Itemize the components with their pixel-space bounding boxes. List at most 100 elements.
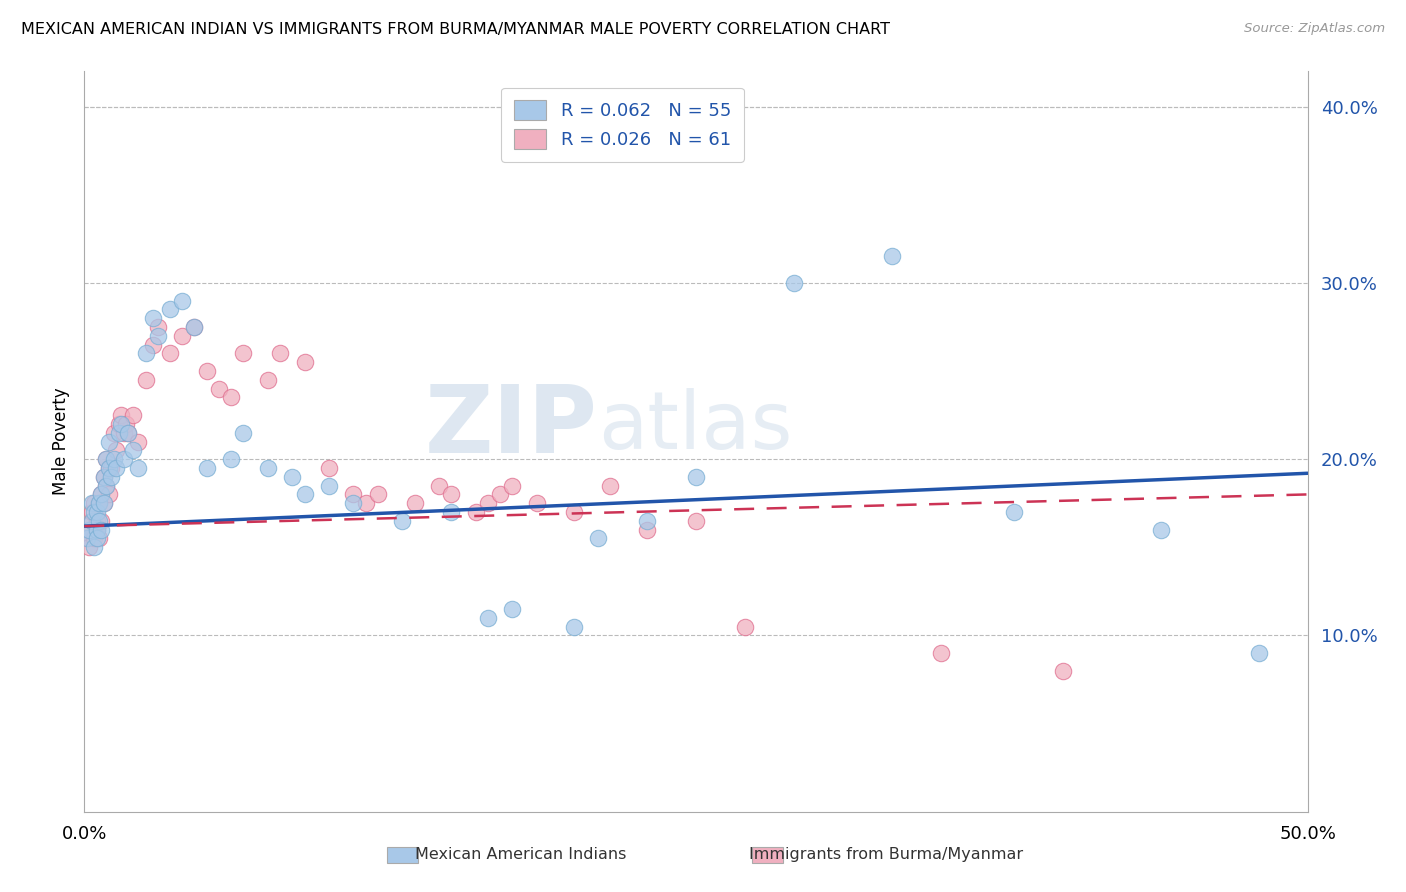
Point [77, 523, 100, 537]
Point [76, 532, 98, 546]
Text: atlas: atlas [598, 388, 793, 466]
Point [219, 452, 242, 467]
Point [83, 541, 105, 555]
Point [80, 505, 103, 519]
Point [208, 382, 231, 396]
Point [86, 514, 108, 528]
Point [80, 514, 103, 528]
FancyBboxPatch shape [387, 847, 418, 863]
Point [1002, 505, 1025, 519]
Point [83, 532, 105, 546]
Point [1247, 646, 1270, 660]
Point [87, 514, 110, 528]
Point [342, 487, 364, 501]
Point [86, 532, 108, 546]
Point [427, 478, 450, 492]
Point [294, 355, 316, 369]
Point [97, 487, 120, 501]
Text: ZIP: ZIP [425, 381, 598, 473]
Point [96, 452, 118, 467]
Point [100, 470, 122, 484]
Point [526, 496, 548, 510]
Text: Immigrants from Burma/Myanmar: Immigrants from Burma/Myanmar [749, 847, 1022, 862]
Point [172, 293, 194, 308]
Point [96, 452, 118, 467]
Point [103, 452, 125, 467]
Point [146, 320, 169, 334]
Point [142, 337, 165, 351]
Point [86, 523, 108, 537]
Point [880, 250, 903, 264]
Point [219, 391, 242, 405]
Text: Source: ZipAtlas.com: Source: ZipAtlas.com [1244, 22, 1385, 36]
Point [117, 425, 139, 440]
Point [342, 496, 364, 510]
Point [464, 505, 486, 519]
Point [97, 461, 120, 475]
Point [87, 496, 110, 510]
Point [195, 364, 218, 378]
Point [159, 346, 181, 360]
Point [172, 328, 194, 343]
Point [783, 276, 806, 290]
Point [127, 461, 149, 475]
Point [86, 523, 108, 537]
Point [195, 461, 218, 475]
Point [105, 461, 128, 475]
Point [97, 434, 120, 449]
Point [502, 602, 524, 616]
Point [83, 496, 105, 510]
Point [562, 505, 585, 519]
Point [87, 532, 110, 546]
Point [105, 443, 128, 458]
Point [257, 373, 280, 387]
Point [685, 514, 707, 528]
Point [502, 478, 524, 492]
Point [80, 514, 103, 528]
Point [117, 425, 139, 440]
Point [146, 328, 169, 343]
Point [183, 320, 205, 334]
Point [257, 461, 280, 475]
Point [96, 478, 118, 492]
Point [586, 532, 609, 546]
Point [76, 532, 98, 546]
Point [77, 541, 100, 555]
Point [93, 496, 115, 510]
Text: MEXICAN AMERICAN INDIAN VS IMMIGRANTS FROM BURMA/MYANMAR MALE POVERTY CORRELATIO: MEXICAN AMERICAN INDIAN VS IMMIGRANTS FR… [21, 22, 890, 37]
Point [281, 470, 304, 484]
Point [135, 373, 157, 387]
Point [83, 505, 105, 519]
Point [477, 496, 499, 510]
Point [354, 496, 377, 510]
Legend: R = 0.062   N = 55, R = 0.026   N = 61: R = 0.062 N = 55, R = 0.026 N = 61 [502, 87, 744, 161]
Point [87, 496, 110, 510]
Point [142, 311, 165, 326]
Point [107, 425, 129, 440]
Point [232, 346, 254, 360]
Point [110, 408, 132, 422]
FancyBboxPatch shape [752, 847, 783, 863]
Point [86, 505, 108, 519]
Point [110, 417, 132, 431]
Point [122, 408, 145, 422]
Point [90, 514, 112, 528]
Point [477, 611, 499, 625]
Point [636, 523, 658, 537]
Point [80, 496, 103, 510]
Point [103, 425, 125, 440]
Point [269, 346, 291, 360]
Point [90, 523, 112, 537]
Point [929, 646, 952, 660]
Point [112, 425, 135, 440]
Point [562, 619, 585, 633]
Point [1150, 523, 1173, 537]
Point [440, 505, 463, 519]
Y-axis label: Male Poverty: Male Poverty [52, 388, 70, 495]
Point [734, 619, 756, 633]
Point [77, 523, 100, 537]
Point [93, 470, 115, 484]
Point [93, 496, 115, 510]
Point [489, 487, 512, 501]
Point [391, 514, 413, 528]
